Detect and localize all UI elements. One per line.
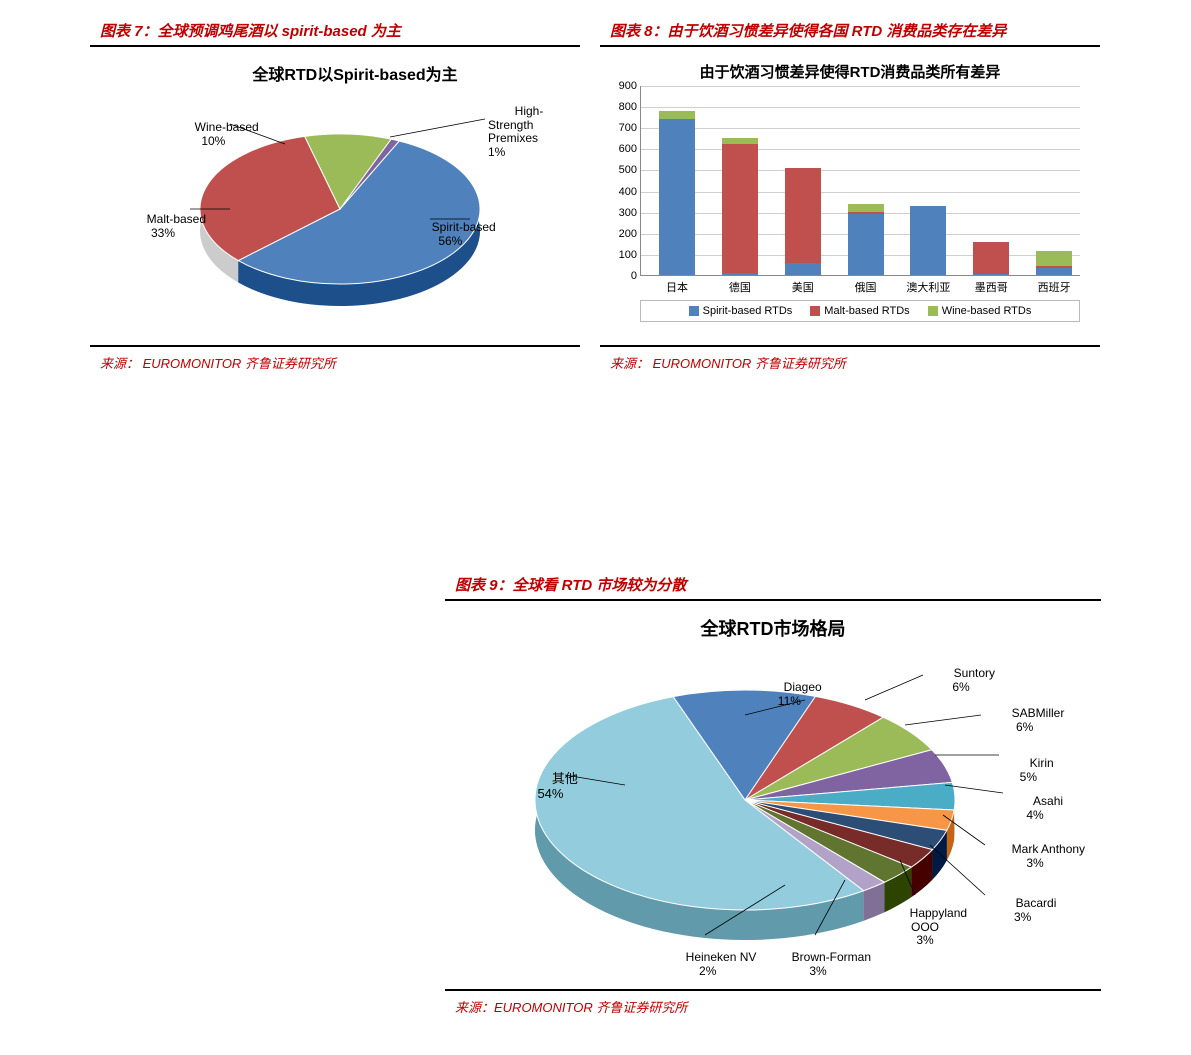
legend-swatch [689,306,699,316]
chart9-label-brown: Brown-Forman3% [765,937,871,992]
chart8-xlabel: 德国 [715,275,765,295]
chart9-block: 图表 9：全球看 RTD 市场较为分散 全球RTD市场格局 Diageo11% … [445,570,1101,1020]
chart8-bar-seg [848,204,884,211]
chart8-bar-seg [848,214,884,275]
chart7-label-wine: Wine-based10% [168,107,259,162]
chart7-block: 图表 7：全球预调鸡尾酒以 spirit-based 为主 全球RTD以Spir… [90,16,580,376]
chart7-title: 全球RTD以Spirit-based为主 [90,55,580,89]
chart8-ytick: 800 [609,101,637,113]
chart8-bar-seg [785,168,821,263]
chart8-ytick: 400 [609,186,637,198]
chart8-bar-group [910,206,946,275]
chart8-bar-group [973,242,1009,275]
chart8-bar-seg [659,111,695,118]
chart9-label-bacardi: Bacardi3% [989,883,1056,938]
chart8-xlabel: 美国 [778,275,828,295]
chart8-bar-group [1036,251,1072,275]
chart8-legend-item: Spirit-based RTDs [689,305,793,317]
chart8-bar-seg [1036,268,1072,275]
chart8-xlabel: 日本 [652,275,702,295]
chart8-legend-item: Malt-based RTDs [810,305,909,317]
chart9-label-other: 其他54% [523,757,578,817]
chart7-caption: 图表 7：全球预调鸡尾酒以 spirit-based 为主 [90,16,580,47]
chart9-label-happy: Happyland OOO3% [883,893,967,962]
chart8-bar-seg [785,263,821,275]
chart8-bar-seg [1036,251,1072,266]
chart8-xlabel: 澳大利亚 [903,275,953,295]
chart8-bar-group [722,138,758,275]
legend-label: Wine-based RTDs [942,305,1032,317]
chart9-label-sab: SABMiller6% [985,693,1064,748]
chart8-bar-seg [910,206,946,275]
chart9-label-asahi: Asahi4% [1007,781,1063,836]
chart8-ytick: 500 [609,164,637,176]
chart9-caption: 图表 9：全球看 RTD 市场较为分散 [445,570,1101,601]
chart8-bar-group [659,111,695,275]
chart7-label-malt: Malt-based33% [120,199,206,254]
chart9-chart: 全球RTD市场格局 Diageo11% Suntory6% SABMiller6… [445,609,1101,989]
chart7-pie: Wine-based10% High- Strength Premixes1% … [90,89,580,339]
chart8-xlabel: 西班牙 [1029,275,1079,295]
legend-swatch [928,306,938,316]
chart8-legend: Spirit-based RTDs Malt-based RTDs Wine-bas… [640,300,1080,322]
chart8-bar-group [848,204,884,275]
chart9-pie: Diageo11% Suntory6% SABMiller6% Kirin5% … [445,645,1101,985]
chart9-label-diageo: Diageo11% [757,667,822,722]
chart8-chart: 由于饮酒习惯差异使得RTD消费品类所有差异 010020030040050060… [600,55,1100,345]
chart8-title: 由于饮酒习惯差异使得RTD消费品类所有差异 [600,55,1100,86]
chart8-ytick: 300 [609,207,637,219]
chart8-ytick: 700 [609,122,637,134]
legend-label: Malt-based RTDs [824,305,909,317]
chart8-ytick: 0 [609,270,637,282]
chart7-label-spirit: Spirit-based56% [405,207,496,262]
chart9-source: 来源：EUROMONITOR 齐鲁证券研究所 [445,989,1101,1020]
chart8-bar-seg [973,242,1009,274]
legend-swatch [810,306,820,316]
chart8-xlabel: 墨西哥 [966,275,1016,295]
chart8-block: 图表 8：由于饮酒习惯差异使得各国 RTD 消费品类存在差异 由于饮酒习惯差异使… [600,16,1100,376]
chart7-source: 来源： EUROMONITOR 齐鲁证券研究所 [90,345,580,376]
chart8-bar-seg [722,144,758,273]
chart9-label-heineken: Heineken NV2% [659,937,756,992]
chart8-ytick: 200 [609,228,637,240]
chart8-bar-seg [659,119,695,275]
chart7-chart: 全球RTD以Spirit-based为主 Wine-based10% High-… [90,55,580,345]
chart8-ytick: 900 [609,80,637,92]
chart8-bar-group [785,168,821,275]
chart8-ytick: 600 [609,143,637,155]
chart8-xlabel: 俄国 [841,275,891,295]
chart7-label-high: High- Strength Premixes1% [488,91,543,174]
chart8-caption: 图表 8：由于饮酒习惯差异使得各国 RTD 消费品类存在差异 [600,16,1100,47]
chart9-title: 全球RTD市场格局 [445,609,1101,645]
chart9-label-mark: Mark Anthony3% [985,829,1085,884]
chart8-source: 来源： EUROMONITOR 齐鲁证券研究所 [600,345,1100,376]
chart8-ytick: 100 [609,249,637,261]
chart8-plot-area: 0100200300400500600700800900日本德国美国俄国澳大利亚… [640,86,1080,276]
chart8-legend-item: Wine-based RTDs [928,305,1032,317]
legend-label: Spirit-based RTDs [703,305,793,317]
